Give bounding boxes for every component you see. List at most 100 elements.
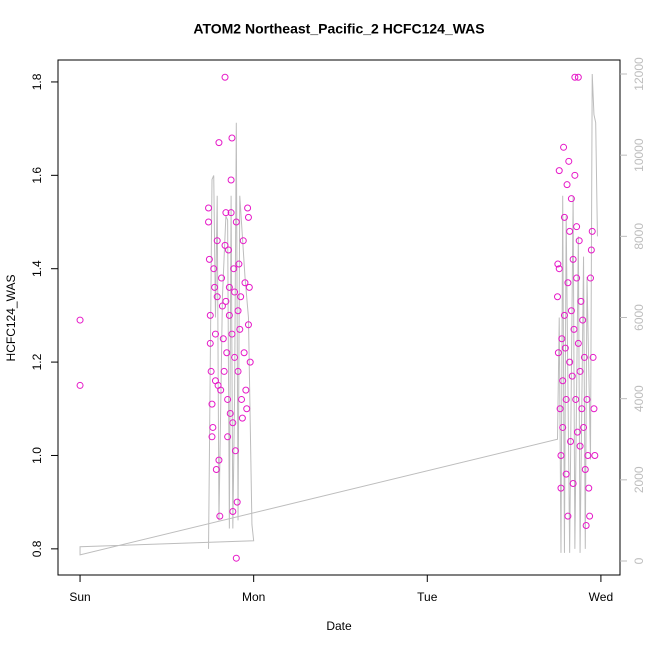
data-point (234, 307, 242, 315)
data-point (587, 246, 595, 254)
data-point (207, 367, 215, 375)
data-point (573, 223, 581, 231)
x-tick-label: Tue (417, 590, 438, 604)
data-point (205, 204, 213, 212)
data-point (576, 442, 584, 450)
data-point (589, 353, 597, 361)
data-point (235, 260, 243, 268)
data-point (244, 213, 252, 221)
data-point (573, 428, 581, 436)
data-point (229, 508, 237, 516)
data-point (211, 283, 219, 291)
data-point (588, 227, 596, 235)
data-point (555, 265, 563, 273)
data-point (234, 367, 242, 375)
data-point (241, 279, 249, 287)
data-point (583, 395, 591, 403)
y2-tick-label: 10000 (632, 138, 646, 172)
data-point (222, 209, 230, 217)
data-point (215, 139, 223, 147)
data-point (557, 484, 565, 492)
data-point (554, 260, 562, 268)
data-point (225, 283, 233, 291)
data-point (571, 171, 579, 179)
data-point (578, 405, 586, 413)
y2-tick-label: 8000 (632, 223, 646, 250)
data-point (236, 325, 244, 333)
data-point (574, 339, 582, 347)
y2-tick-label: 12000 (632, 57, 646, 91)
data-point (579, 316, 587, 324)
data-point (229, 419, 237, 427)
data-point (243, 405, 251, 413)
x-tick-label: Mon (242, 590, 265, 604)
data-point (221, 73, 229, 81)
data-point (560, 311, 568, 319)
data-point (242, 386, 250, 394)
data-point (555, 167, 563, 175)
data-point (590, 405, 598, 413)
data-point (238, 414, 246, 422)
data-point (206, 311, 214, 319)
y-tick-label: 1.0 (30, 447, 44, 464)
data-point (567, 307, 575, 315)
data-point (572, 395, 580, 403)
data-point (586, 512, 594, 520)
data-point (245, 283, 253, 291)
data-point (233, 498, 241, 506)
data-point (224, 246, 232, 254)
data-point (244, 204, 252, 212)
data-point (567, 195, 575, 203)
data-point (561, 344, 569, 352)
chart-title: ATOM2 Northeast_Pacific_2 HCFC124_WAS (193, 21, 484, 37)
data-point (571, 73, 579, 81)
data-point (208, 433, 216, 441)
data-point (210, 265, 218, 273)
data-point (564, 512, 572, 520)
data-point (567, 437, 575, 445)
x-axis-label: Date (326, 619, 352, 633)
data-point (246, 358, 254, 366)
y-axis-label: HCFC124_WAS (4, 275, 18, 362)
data-point (231, 447, 239, 455)
data-point (212, 465, 220, 473)
data-point (227, 209, 235, 217)
data-point (231, 353, 239, 361)
data-point (591, 451, 599, 459)
data-point (232, 218, 240, 226)
data-point (211, 330, 219, 338)
data-point (580, 423, 588, 431)
data-point (76, 316, 84, 324)
data-point (224, 433, 232, 441)
data-point (76, 381, 84, 389)
y-tick-label: 1.2 (30, 353, 44, 370)
data-point (566, 358, 574, 366)
data-point (576, 367, 584, 375)
data-point (562, 395, 570, 403)
data-point (223, 349, 231, 357)
data-point (564, 279, 572, 287)
y2-tick-label: 0 (632, 557, 646, 564)
data-point (559, 377, 567, 385)
data-point (565, 157, 573, 165)
data-point (227, 176, 235, 184)
data-point (213, 293, 221, 301)
data-point (216, 512, 224, 520)
data-point (213, 237, 221, 245)
data-point (209, 423, 217, 431)
data-point (553, 293, 561, 301)
data-point (206, 339, 214, 347)
data-point (240, 349, 248, 357)
data-point (581, 465, 589, 473)
y2-tick-label: 2000 (632, 466, 646, 493)
data-point (559, 423, 567, 431)
data-point (218, 302, 226, 310)
data-point (205, 255, 213, 263)
data-point (556, 405, 564, 413)
data-point (228, 134, 236, 142)
data-point (218, 274, 226, 282)
data-point (244, 321, 252, 329)
data-point (585, 484, 593, 492)
